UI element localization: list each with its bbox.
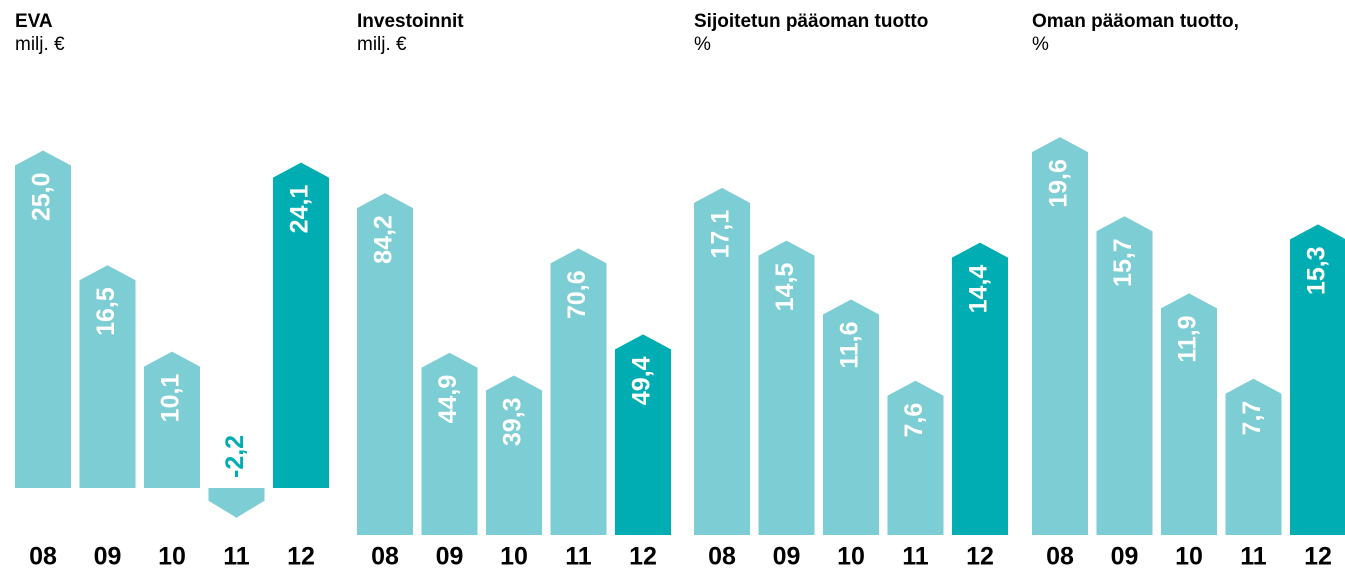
bar [208, 488, 265, 518]
bar [1161, 293, 1217, 535]
bar [758, 240, 815, 535]
value-label: 39,3 [499, 397, 527, 446]
bar [144, 351, 200, 488]
bar [1032, 137, 1088, 535]
value-label: 15,3 [1303, 246, 1331, 295]
chart-title: EVA [15, 11, 53, 32]
chart-subtitle: milj. € [15, 34, 65, 55]
value-label: -2,2 [221, 435, 249, 478]
bar [550, 248, 607, 535]
x-tick-label: 08 [708, 543, 736, 571]
value-label: 7,6 [900, 403, 928, 438]
value-label: 19,6 [1045, 159, 1073, 208]
value-label: 24,1 [286, 185, 314, 234]
value-label: 14,4 [965, 265, 993, 314]
x-tick-label: 11 [223, 543, 250, 571]
bar [421, 352, 478, 535]
chart-title: Sijoitetun pääoman tuotto [694, 11, 928, 32]
bar [694, 187, 750, 535]
x-tick-label: 10 [158, 543, 186, 571]
value-label: 84,2 [370, 215, 398, 264]
x-tick-label: 10 [837, 543, 865, 571]
value-label: 49,4 [628, 356, 656, 405]
x-tick-label: 09 [436, 543, 464, 571]
bar [273, 162, 329, 488]
x-tick-label: 09 [94, 543, 122, 571]
bar [952, 242, 1008, 535]
x-tick-label: 10 [1175, 543, 1203, 571]
x-tick-label: 12 [1304, 543, 1332, 571]
value-label: 11,6 [836, 322, 864, 369]
x-tick-label: 09 [1111, 543, 1139, 571]
x-tick-label: 08 [371, 543, 399, 571]
value-label: 15,7 [1109, 238, 1137, 287]
x-tick-label: 09 [773, 543, 801, 571]
value-label: 14,5 [771, 263, 799, 312]
chart-subtitle: % [694, 34, 711, 55]
bar [15, 150, 71, 488]
value-label: 11,9 [1174, 315, 1202, 362]
chart-subtitle: milj. € [357, 34, 407, 55]
chart-subtitle: % [1032, 34, 1049, 55]
x-tick-label: 11 [565, 543, 592, 571]
bar [486, 375, 542, 535]
x-tick-label: 12 [966, 543, 994, 571]
value-label: 70,6 [563, 270, 591, 319]
bar [357, 193, 413, 535]
bar [1290, 224, 1345, 535]
value-label: 7,7 [1238, 401, 1266, 436]
bar [1096, 216, 1153, 536]
value-label: 16,5 [92, 287, 120, 336]
bar [1225, 378, 1282, 535]
x-tick-label: 10 [500, 543, 528, 571]
bar [887, 380, 944, 535]
x-tick-label: 12 [287, 543, 315, 571]
bar [823, 299, 879, 535]
bar [615, 334, 671, 535]
chart-title: Oman pääoman tuotto, [1032, 11, 1239, 32]
value-label: 17,1 [707, 210, 735, 259]
bar [79, 265, 136, 488]
x-tick-label: 12 [629, 543, 657, 571]
x-tick-label: 11 [1240, 543, 1267, 571]
value-label: 10,1 [157, 374, 185, 423]
x-tick-label: 08 [29, 543, 57, 571]
value-label: 44,9 [434, 375, 462, 424]
chart-title: Investoinnit [357, 11, 464, 32]
x-tick-label: 08 [1046, 543, 1074, 571]
x-tick-label: 11 [902, 543, 929, 571]
value-label: 25,0 [28, 173, 56, 222]
